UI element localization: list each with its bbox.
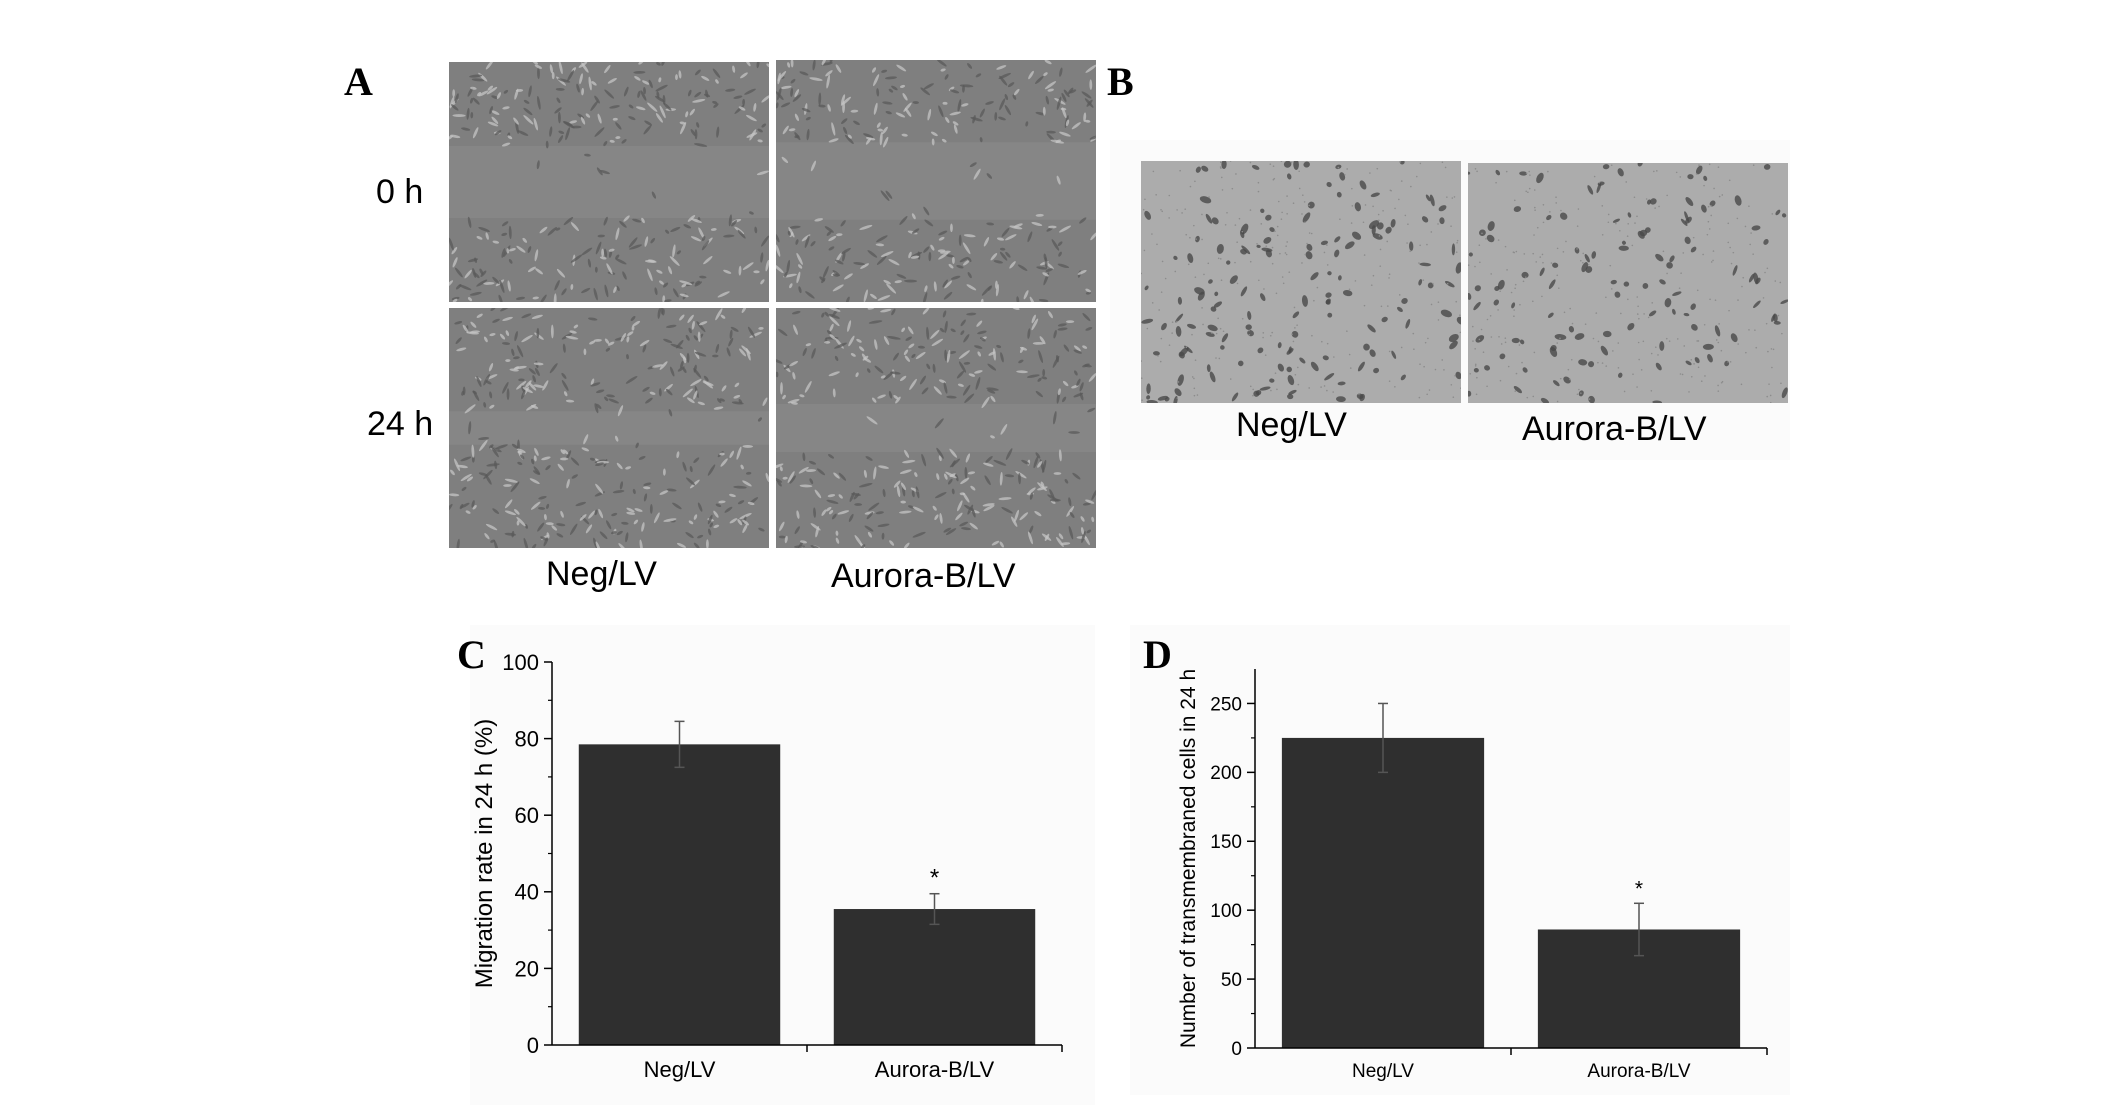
chart-d-ytick-label-1: 50: [1221, 970, 1242, 991]
panel-b-letter: B: [1107, 59, 1134, 104]
chart-c-ylabel: Migration rate in 24 h (%): [471, 719, 498, 988]
chart-d-ytick-label-3: 150: [1210, 832, 1242, 853]
col-label-b-neg: Neg/LV: [1236, 406, 1347, 444]
chart-d: Neg/LV * Aurora-B/LV 0 50 100 150 200 250 Number …: [1177, 669, 1768, 1082]
chart-c-ytick-label-1: 20: [515, 956, 539, 981]
chart-c-ytick-label-0: 0: [527, 1033, 539, 1058]
chart-d-bar-0: [1281, 737, 1485, 1048]
chart-c-ytick-label-4: 80: [515, 727, 539, 752]
micrograph-b-neg: [1141, 161, 1461, 403]
micrograph-a-aurora-24h-image: [776, 308, 1096, 548]
chart-c-bar-1: [833, 909, 1036, 1045]
chart-d-ytick-label-5: 250: [1210, 694, 1242, 715]
micrograph-a-neg-24h: [449, 308, 769, 548]
col-label-b-aurora: Aurora-B/LV: [1522, 410, 1707, 448]
panel-a-letter: A: [344, 59, 373, 104]
chart-c-ytick-label-2: 40: [515, 880, 539, 905]
chart-d-errorbar-0: [1378, 702, 1388, 774]
micrograph-b-aurora: [1468, 163, 1788, 403]
chart-c-errorbar-1: [929, 892, 940, 926]
chart-d-significance-1: *: [1635, 877, 1643, 900]
micrograph-a-aurora-24h: [776, 308, 1096, 548]
micrograph-a-neg-24h-image: [449, 308, 769, 548]
panel-d-letter: D: [1143, 632, 1172, 677]
chart-d-ylabel: Number of transmembraned cells in 24 h: [1177, 669, 1200, 1048]
chart-d-ytick-label-0: 0: [1231, 1039, 1242, 1060]
chart-c: Neg/LV * Aurora-B/LV 0 20 40 60 80 100 Migration …: [471, 650, 1063, 1082]
chart-d-errorbar-1: [1634, 902, 1644, 957]
micrograph-a-neg-0h: [449, 62, 769, 302]
chart-d-xtick-label-0: Neg/LV: [1352, 1061, 1414, 1082]
micrograph-a-aurora-0h: [776, 60, 1096, 302]
col-label-a-aurora: Aurora-B/LV: [831, 557, 1016, 595]
col-label-a-neg: Neg/LV: [546, 555, 657, 593]
chart-c-ytick-label-3: 60: [515, 803, 539, 828]
chart-c-bar-0: [578, 744, 781, 1045]
row-label-24h: 24 h: [367, 405, 434, 443]
micrograph-b-aurora-image: [1468, 163, 1788, 403]
chart-d-ytick-label-2: 100: [1210, 901, 1242, 922]
chart-d-xtick-label-1: Aurora-B/LV: [1587, 1061, 1690, 1082]
panel-c-letter: C: [457, 632, 486, 677]
chart-c-xtick-label-0: Neg/LV: [644, 1057, 716, 1082]
chart-d-ytick-label-4: 200: [1210, 763, 1242, 784]
chart-c-xtick-label-1: Aurora-B/LV: [875, 1057, 995, 1082]
micrograph-b-neg-image: [1141, 161, 1461, 403]
row-label-0h: 0 h: [376, 173, 424, 211]
chart-c-ytick-label-5: 100: [502, 650, 539, 675]
micrograph-a-aurora-0h-image: [776, 60, 1096, 302]
chart-d-axes: [1254, 669, 1767, 1049]
chart-c-errorbar-0: [674, 720, 685, 769]
chart-c-significance-1: *: [930, 865, 939, 892]
micrograph-a-neg-0h-image: [449, 62, 769, 302]
